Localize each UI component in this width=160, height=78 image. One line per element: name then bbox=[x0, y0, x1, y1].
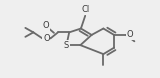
Text: S: S bbox=[64, 41, 69, 50]
Text: Cl: Cl bbox=[81, 5, 89, 15]
Text: O: O bbox=[43, 34, 49, 43]
Text: O: O bbox=[43, 34, 50, 43]
Text: O: O bbox=[127, 30, 134, 39]
Text: O: O bbox=[43, 21, 49, 30]
